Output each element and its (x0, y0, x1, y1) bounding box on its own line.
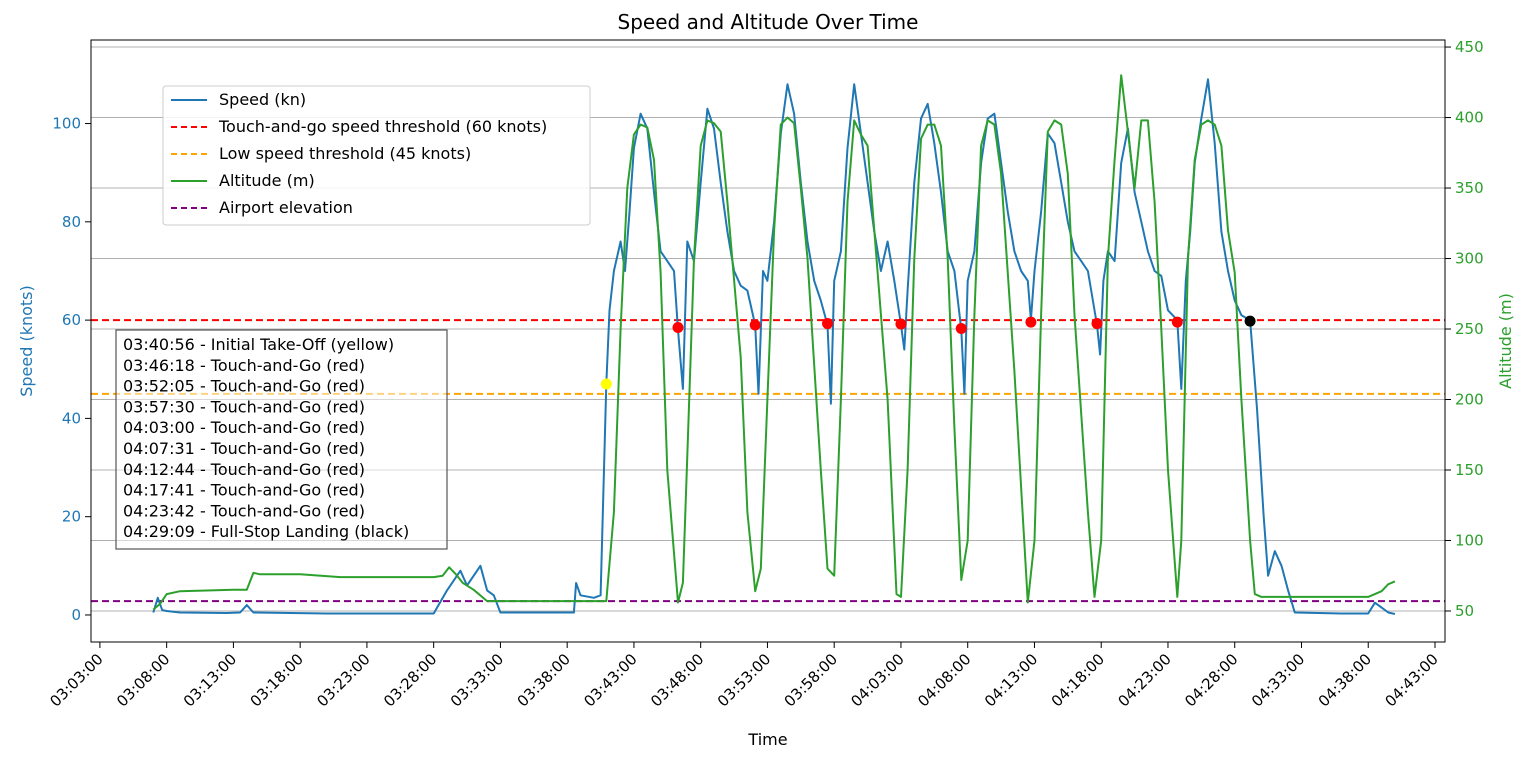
x-tick-label: 03:18:00 (247, 650, 307, 710)
chart-title: Speed and Altitude Over Time (618, 10, 919, 34)
y-left-tick-label: 40 (62, 409, 81, 427)
y-right-tick-label: 200 (1455, 391, 1484, 409)
events-annotation-box: 03:40:56 - Initial Take-Off (yellow) 03:4… (115, 329, 448, 550)
event-annotation-line: 04:12:44 - Touch-and-Go (red) (123, 460, 365, 479)
legend-label: Touch-and-go speed threshold (60 knots) (218, 117, 547, 136)
event-marker (1171, 316, 1183, 328)
x-tick-label: 03:53:00 (714, 650, 774, 710)
event-annotation-line: 04:07:31 - Touch-and-Go (red) (123, 439, 365, 458)
y-left-tick-label: 20 (62, 508, 81, 526)
x-tick-label: 03:38:00 (514, 650, 574, 710)
event-marker (822, 318, 834, 330)
x-tick-label: 04:03:00 (847, 650, 907, 710)
y-axis-speed: 0 20 40 60 80 100 (52, 115, 91, 624)
x-tick-label: 04:43:00 (1381, 650, 1441, 710)
event-annotation-line: 04:29:09 - Full-Stop Landing (black) (123, 522, 409, 541)
y-left-tick-label: 100 (52, 115, 81, 133)
event-marker (1244, 315, 1256, 327)
x-tick-label: 03:28:00 (380, 650, 440, 710)
event-annotation-line: 04:23:42 - Touch-and-Go (red) (123, 501, 365, 520)
altitude-line (152, 74, 1396, 611)
y-right-tick-label: 250 (1455, 320, 1484, 338)
x-tick-label: 04:23:00 (1114, 650, 1174, 710)
legend-label: Altitude (m) (219, 171, 315, 190)
x-tick-label: 03:23:00 (313, 650, 373, 710)
speed-line (152, 78, 1396, 615)
y-axis-altitude: 50 100 150 200 250 300 350 400 450 (1445, 38, 1484, 620)
event-annotation-line: 04:17:41 - Touch-and-Go (red) (123, 481, 365, 500)
y-right-tick-label: 450 (1455, 38, 1484, 56)
event-annotation-line: 03:57:30 - Touch-and-Go (red) (123, 397, 365, 416)
events-box-frame (115, 329, 448, 550)
y-right-tick-label: 150 (1455, 461, 1484, 479)
x-tick-label: 04:13:00 (981, 650, 1041, 710)
event-marker (895, 318, 907, 330)
event-marker (600, 378, 612, 390)
x-tick-label: 03:48:00 (647, 650, 707, 710)
event-annotation-line: 03:46:18 - Touch-and-Go (red) (123, 356, 365, 375)
x-tick-label: 04:28:00 (1181, 650, 1241, 710)
event-annotation-line: 03:52:05 - Touch-and-Go (red) (123, 377, 365, 396)
y-right-tick-label: 100 (1455, 531, 1484, 549)
x-tick-label: 04:38:00 (1315, 650, 1375, 710)
legend-frame (162, 85, 591, 226)
legend-label: Airport elevation (219, 198, 353, 217)
y-left-tick-label: 80 (62, 213, 81, 231)
y-right-tick-label: 300 (1455, 250, 1484, 268)
x-tick-label: 04:33:00 (1248, 650, 1308, 710)
y-left-tick-label: 60 (62, 311, 81, 329)
event-marker (1025, 316, 1037, 328)
x-axis: 03:03:00 03:08:00 03:13:00 03:18:00 03:23:00… (46, 642, 1442, 710)
x-tick-label: 03:03:00 (46, 650, 106, 710)
event-marker (955, 322, 967, 334)
legend: Speed (kn) Touch-and-go speed threshold (… (162, 85, 591, 226)
x-axis-label: Time (747, 730, 787, 749)
legend-label: Speed (kn) (219, 90, 306, 109)
event-marker (672, 321, 684, 333)
series-layer (152, 74, 1396, 615)
y-left-tick-label: 0 (71, 606, 81, 624)
y-right-tick-label: 50 (1455, 602, 1474, 620)
event-annotation-line: 03:40:56 - Initial Take-Off (yellow) (123, 335, 394, 354)
y-axis-label-altitude: Altitude (m) (1496, 293, 1515, 389)
event-annotation-line: 04:03:00 - Touch-and-Go (red) (123, 418, 365, 437)
marker-layer (600, 315, 1256, 390)
y-right-tick-label: 400 (1455, 109, 1484, 127)
x-tick-label: 03:13:00 (180, 650, 240, 710)
y-right-tick-label: 350 (1455, 179, 1484, 197)
y-axis-label-speed: Speed (knots) (17, 285, 36, 397)
x-tick-label: 03:08:00 (113, 650, 173, 710)
event-marker (1091, 318, 1103, 330)
x-tick-label: 03:33:00 (447, 650, 507, 710)
legend-label: Low speed threshold (45 knots) (219, 144, 471, 163)
plot-frame (90, 39, 1446, 643)
x-tick-label: 04:08:00 (914, 650, 974, 710)
x-tick-label: 03:43:00 (580, 650, 640, 710)
x-tick-label: 04:18:00 (1048, 650, 1108, 710)
event-marker (749, 319, 761, 331)
x-tick-label: 03:58:00 (781, 650, 841, 710)
